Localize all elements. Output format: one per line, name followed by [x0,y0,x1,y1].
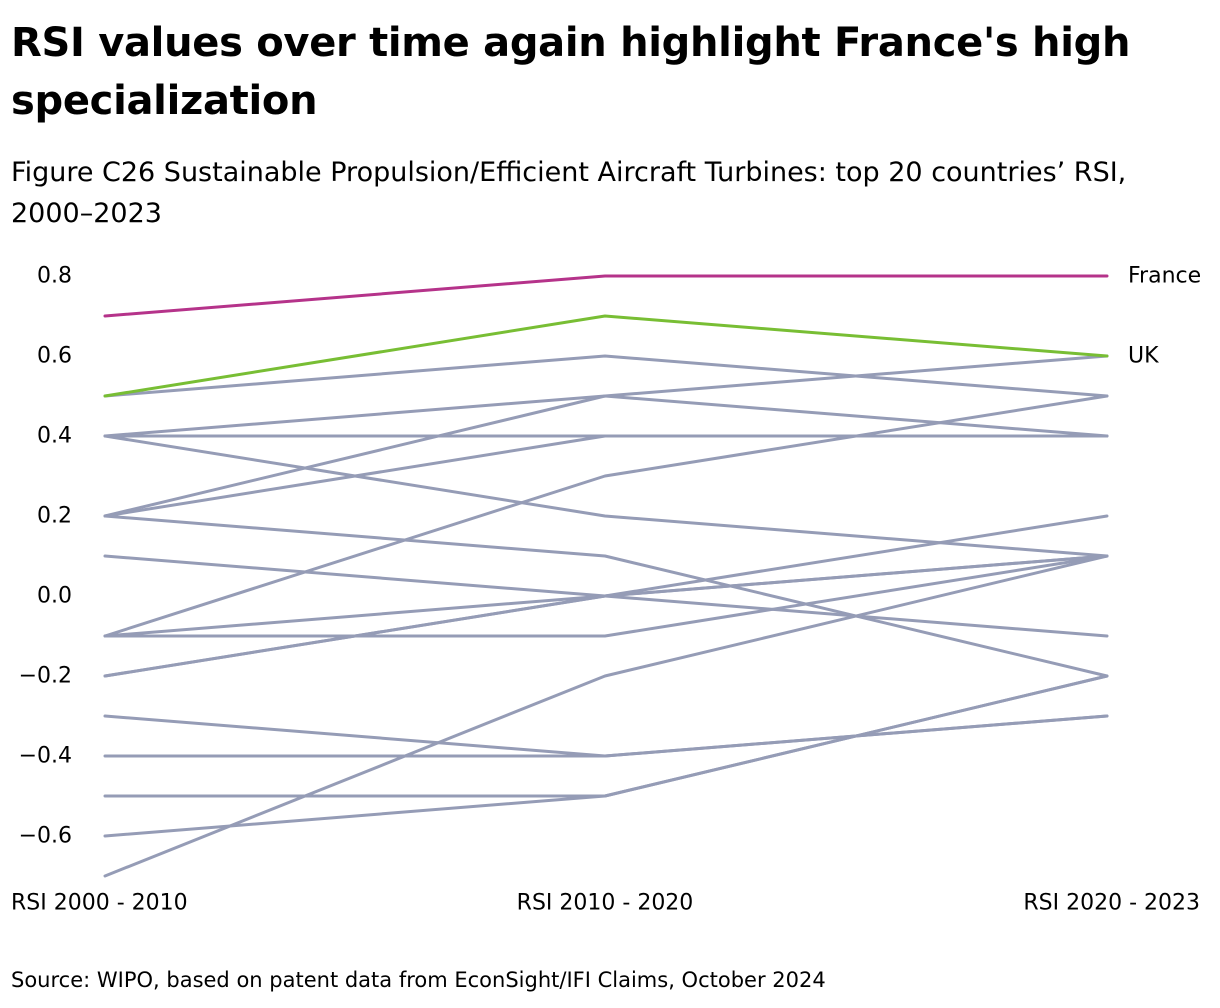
chart-subtitle: Figure C26 Sustainable Propulsion/Effici… [11,157,1127,229]
end-label-uk: UK [1128,344,1159,369]
end-labels: UK France [1128,264,1201,369]
series-line-country-9 [103,394,1109,638]
end-label-france: France [1128,264,1201,289]
chart-title: RSI values over time again highlight Fra… [11,20,1131,124]
series-layer [103,274,1109,878]
y-tick-label: −0.4 [19,744,72,769]
y-tick-label: 0.2 [37,504,72,529]
x-axis-ticks: RSI 2000 - 2010 RSI 2010 - 2020 RSI 2020 -… [11,891,1200,916]
y-tick-label: 0.0 [37,584,72,609]
y-tick-label: 0.8 [37,264,72,289]
x-tick-label-rsi-2000-2010: RSI 2000 - 2010 [11,891,188,916]
series-line-country-3 [103,394,1109,438]
series-line-country-17 [103,674,1109,838]
series-line-country-14 [103,714,1109,758]
series-line-country-15 [103,714,1109,758]
y-tick-label: 0.4 [37,424,72,449]
series-line-country-7 [103,514,1109,678]
series-line-country-4 [103,434,1109,558]
series-line-country-16 [103,674,1109,798]
x-tick-label-rsi-2010-2020: RSI 2010 - 2020 [517,891,694,916]
x-tick-label-rsi-2020-2023: RSI 2020 - 2023 [1023,891,1200,916]
y-tick-label: 0.6 [37,344,72,369]
series-line-country-18 [103,554,1109,878]
series-line-france [103,274,1109,318]
y-tick-label: −0.6 [19,824,72,849]
series-line-uk [103,314,1109,398]
series-line-country-5 [103,354,1109,518]
y-tick-label: −0.2 [19,664,72,689]
series-line-country-11 [103,554,1109,638]
source-note: Source: WIPO, based on patent data from … [11,968,826,992]
series-line-country-1 [103,354,1109,398]
series-line-country-13 [103,554,1109,678]
series-line-country-6 [103,434,1109,518]
y-axis-ticks: 0.8 0.6 0.4 0.2 0.0 −0.2 −0.4 −0.6 [19,264,72,849]
